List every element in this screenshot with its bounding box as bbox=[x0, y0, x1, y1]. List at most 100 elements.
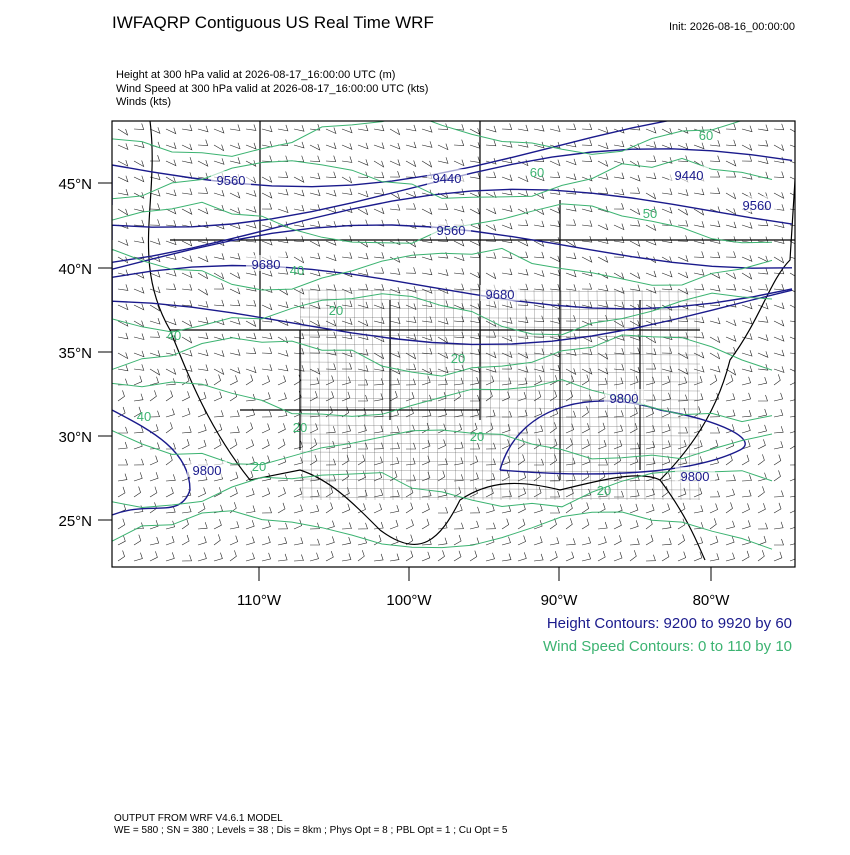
county-line bbox=[299, 307, 701, 311]
county-line bbox=[299, 460, 701, 464]
wind-barb bbox=[789, 399, 795, 402]
wind-barb bbox=[181, 391, 190, 402]
wind-barb bbox=[245, 552, 255, 562]
wind-barb bbox=[229, 410, 240, 418]
wind-barb bbox=[133, 534, 142, 546]
wind-barb bbox=[453, 205, 465, 213]
wind-barb bbox=[117, 535, 126, 546]
wind-barb bbox=[613, 172, 625, 179]
wind-barb bbox=[501, 268, 513, 275]
wind-barb bbox=[597, 126, 609, 134]
wind-barb bbox=[373, 171, 385, 179]
wind-barb bbox=[597, 521, 608, 530]
wind-barb bbox=[533, 438, 542, 450]
wind-barb bbox=[197, 378, 208, 386]
wind-barb bbox=[517, 552, 527, 562]
wind-barb bbox=[325, 426, 336, 434]
wind-barb bbox=[405, 333, 417, 341]
wind-barb bbox=[213, 126, 225, 134]
wind-barb bbox=[149, 219, 161, 226]
wind-barb bbox=[613, 236, 625, 243]
wind-barb bbox=[645, 336, 657, 344]
wind-barb bbox=[229, 502, 237, 514]
county-line bbox=[560, 289, 565, 501]
wind-barb bbox=[533, 348, 545, 355]
wind-barb bbox=[773, 521, 784, 530]
wind-barb bbox=[133, 486, 141, 498]
wind-barb bbox=[613, 551, 623, 562]
wind-barb bbox=[677, 189, 689, 196]
wind-barb bbox=[581, 155, 593, 163]
wind-barb bbox=[565, 438, 573, 450]
wind-barb bbox=[421, 141, 433, 148]
wind-barb bbox=[741, 255, 753, 262]
wind-barb bbox=[597, 187, 609, 194]
map-frame bbox=[111, 120, 796, 568]
wind-barb bbox=[165, 301, 177, 308]
wind-barb bbox=[421, 489, 432, 498]
wind-barb bbox=[645, 348, 657, 355]
wind-barb bbox=[709, 187, 721, 194]
wind-barb bbox=[549, 422, 557, 434]
wind-barb bbox=[453, 457, 464, 466]
county-line bbox=[425, 289, 430, 501]
county-line bbox=[299, 370, 701, 374]
wind-barb bbox=[709, 365, 721, 373]
wind-barb bbox=[149, 424, 159, 434]
wind-barb bbox=[277, 522, 288, 530]
wind-barb bbox=[533, 486, 542, 498]
wind-barb bbox=[437, 423, 447, 434]
height-contour-label: 9800 bbox=[681, 469, 710, 484]
wind-barb bbox=[693, 269, 705, 276]
wind-barb bbox=[197, 160, 209, 167]
wind-barb bbox=[725, 552, 735, 562]
wind-barb bbox=[517, 487, 526, 498]
wind-barb bbox=[373, 456, 383, 466]
wind-barb bbox=[533, 270, 545, 277]
wind-barb bbox=[645, 376, 655, 386]
wind-barb bbox=[517, 366, 529, 373]
wind-barb bbox=[741, 489, 752, 498]
wind-barb bbox=[261, 125, 273, 133]
wind-barb bbox=[261, 473, 272, 482]
wind-barb bbox=[165, 378, 176, 386]
county-line bbox=[668, 289, 673, 501]
wind-barb bbox=[437, 123, 449, 130]
wind-barb bbox=[517, 239, 529, 247]
wind-barb bbox=[165, 318, 177, 326]
wind-barb bbox=[741, 222, 753, 229]
wind-barb bbox=[725, 474, 736, 482]
wind-barb bbox=[437, 269, 449, 276]
wind-barb bbox=[309, 454, 318, 466]
wind-barb bbox=[629, 503, 639, 514]
wind-barb bbox=[421, 376, 431, 386]
wind-barb bbox=[437, 235, 449, 242]
wind-barb bbox=[613, 377, 624, 386]
wind-barb bbox=[277, 502, 286, 514]
wind-barb bbox=[725, 409, 736, 418]
wind-barb bbox=[501, 205, 513, 212]
wind-barb bbox=[438, 506, 449, 514]
wind-barb bbox=[229, 318, 241, 325]
wind-barb bbox=[645, 172, 657, 180]
wind-barb bbox=[501, 141, 513, 148]
wind-barb bbox=[597, 410, 608, 418]
wind-barb bbox=[758, 394, 768, 402]
wind-barb bbox=[293, 537, 304, 546]
wind-barb bbox=[325, 284, 337, 291]
wind-barb bbox=[597, 503, 606, 514]
wind-barb bbox=[341, 143, 353, 150]
wind-barb bbox=[261, 520, 271, 530]
wind-barb bbox=[117, 426, 128, 434]
wind-barb bbox=[197, 552, 207, 562]
wind-barb bbox=[357, 454, 366, 466]
wind-barb bbox=[533, 155, 545, 163]
wind-barb bbox=[789, 438, 795, 450]
wind-barb bbox=[117, 486, 126, 498]
wind-barb bbox=[789, 176, 795, 180]
wind-barb bbox=[789, 272, 795, 277]
wind-barb bbox=[373, 160, 385, 168]
wind-barb bbox=[341, 522, 352, 530]
wind-barb bbox=[773, 171, 785, 178]
wind-barb bbox=[373, 207, 385, 215]
